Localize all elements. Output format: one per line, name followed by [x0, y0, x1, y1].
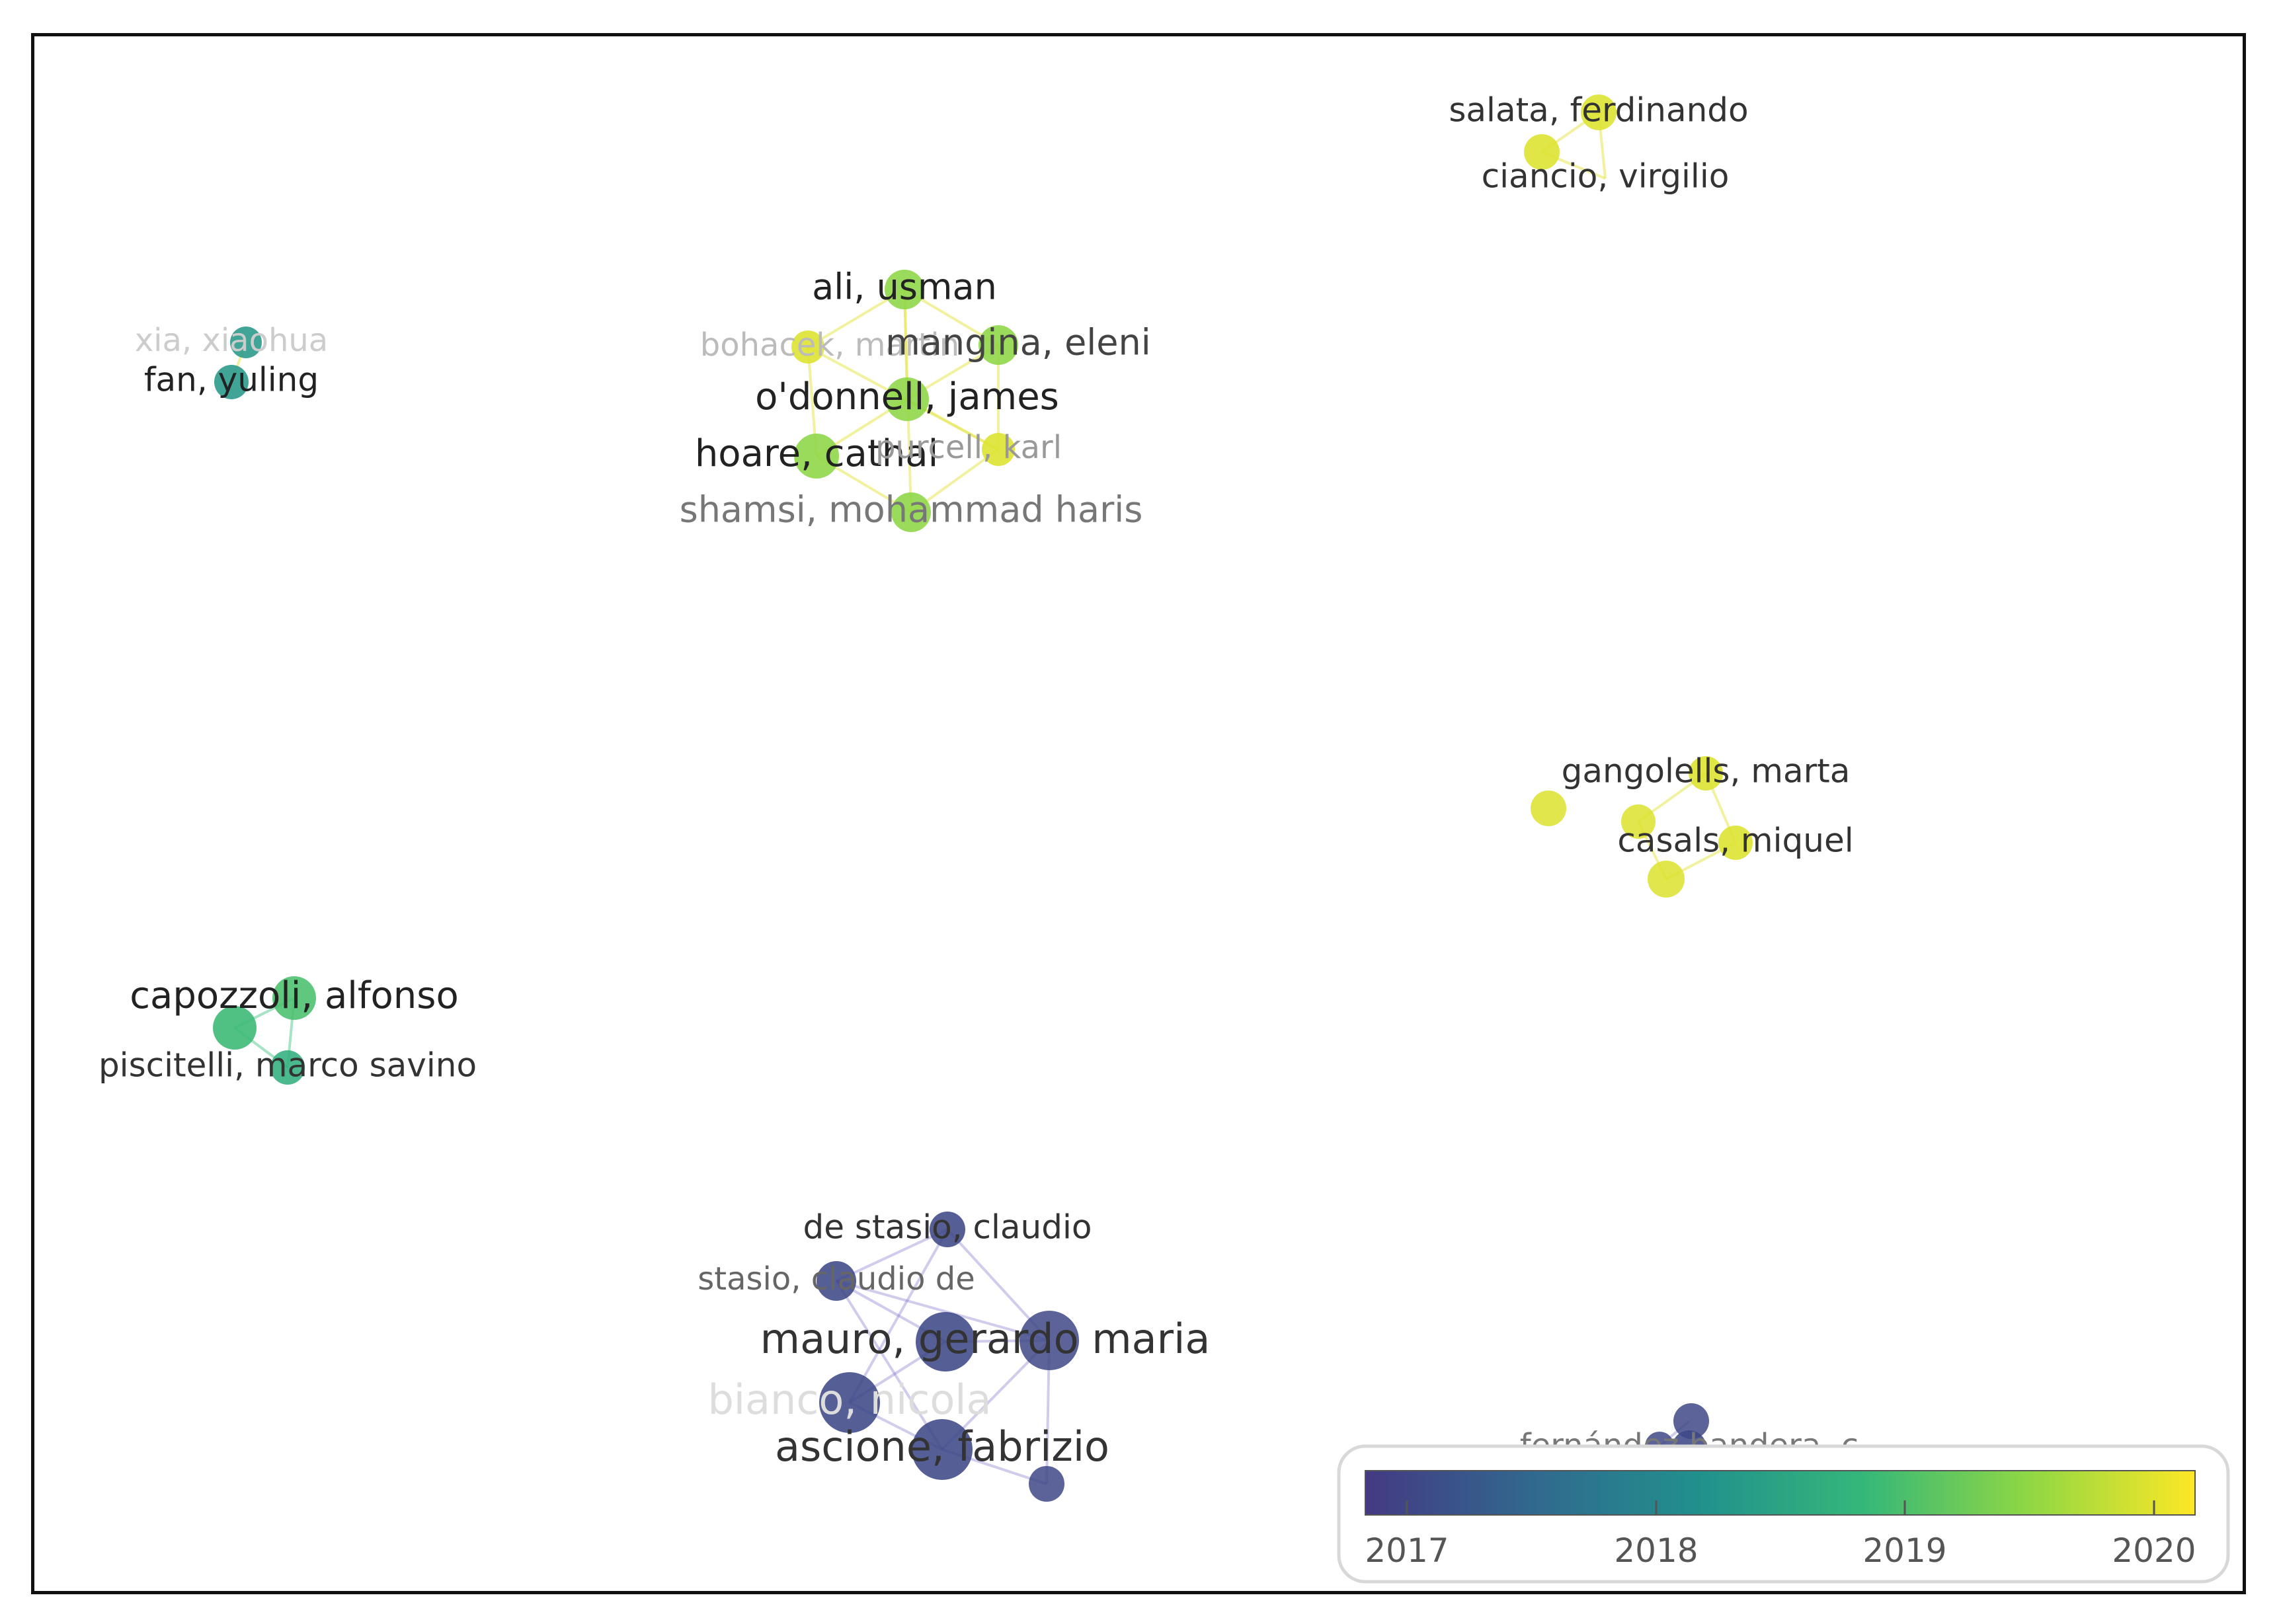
author-label[interactable]: ascione, fabrizio [775, 1422, 1109, 1471]
author-node[interactable] [979, 325, 1018, 365]
author-label[interactable]: hoare, cathal [695, 432, 938, 475]
network-edges [230, 111, 1737, 1485]
network-labels: salata, ferdinando ciancio, virgilio ali, … [99, 91, 1859, 1471]
legend-tick-label: 2020 [2112, 1531, 2196, 1570]
author-node[interactable] [791, 330, 824, 364]
author-label[interactable]: fan, yuling [144, 361, 319, 399]
author-label[interactable]: mangina, eleni [885, 322, 1151, 364]
author-node[interactable] [891, 492, 931, 532]
author-node[interactable] [1020, 1311, 1079, 1370]
network-map-frame [31, 33, 2246, 1594]
author-node[interactable] [270, 1050, 305, 1085]
author-label[interactable]: shamsi, mohammad haris [680, 489, 1143, 531]
author-node[interactable] [272, 976, 316, 1020]
network-edge [836, 1228, 948, 1282]
author-node[interactable] [1029, 1466, 1064, 1502]
author-node[interactable] [930, 1212, 965, 1247]
author-label[interactable]: ali, usman [812, 266, 997, 308]
network-nodes [213, 95, 1753, 1502]
author-node[interactable] [794, 434, 839, 479]
author-label[interactable]: piscitelli, marco savino [99, 1046, 477, 1085]
author-node[interactable] [982, 433, 1015, 466]
legend-tick-label: 2017 [1365, 1531, 1449, 1570]
author-label[interactable]: o'donnell, james [755, 375, 1059, 418]
author-label[interactable]: mauro, gerardo maria [760, 1315, 1211, 1363]
network-edge [836, 1280, 1050, 1342]
author-node[interactable] [817, 1261, 856, 1301]
legend-ticks: 2017 2018 2019 2020 [1365, 1500, 2196, 1570]
legend-tick-label: 2018 [1614, 1531, 1698, 1570]
author-node[interactable] [1689, 756, 1723, 791]
author-label[interactable]: ciancio, virgilio [1482, 157, 1730, 196]
author-node[interactable] [1524, 134, 1560, 170]
author-node[interactable] [214, 365, 249, 399]
author-label[interactable]: bohacek, martin [700, 327, 959, 364]
author-node[interactable] [1581, 95, 1617, 130]
legend-gradient-bar [1365, 1470, 2196, 1516]
author-node[interactable] [1531, 791, 1566, 826]
author-label[interactable]: casals, miquel [1617, 822, 1853, 860]
network-edge [848, 1229, 949, 1403]
author-label[interactable]: bianco, nicola [707, 1375, 991, 1424]
author-node[interactable] [885, 377, 929, 421]
author-label[interactable]: salata, ferdinando [1449, 91, 1748, 130]
author-node[interactable] [1718, 826, 1753, 860]
author-label[interactable]: xia, xiaohua [135, 322, 328, 359]
author-label[interactable]: stasio, claudio de [698, 1260, 975, 1297]
author-label[interactable]: capozzoli, alfonso [130, 974, 458, 1017]
author-node[interactable] [230, 327, 262, 358]
network-edge [835, 1280, 943, 1451]
legend-tick-label: 2019 [1862, 1531, 1946, 1570]
author-node[interactable] [1673, 1403, 1709, 1439]
author-node[interactable] [1648, 861, 1685, 898]
author-label[interactable]: gangolells, marta [1562, 752, 1851, 791]
author-label[interactable]: purcell, karl [875, 429, 1062, 466]
author-node[interactable] [912, 1419, 973, 1480]
author-node[interactable] [213, 1006, 257, 1050]
author-node[interactable] [885, 270, 924, 309]
year-legend: 2017 2018 2019 2020 [1337, 1444, 2230, 1584]
author-node[interactable] [916, 1312, 975, 1372]
author-node[interactable] [819, 1372, 880, 1433]
author-node[interactable] [1621, 804, 1656, 839]
author-label[interactable]: de stasio, claudio [803, 1208, 1092, 1247]
